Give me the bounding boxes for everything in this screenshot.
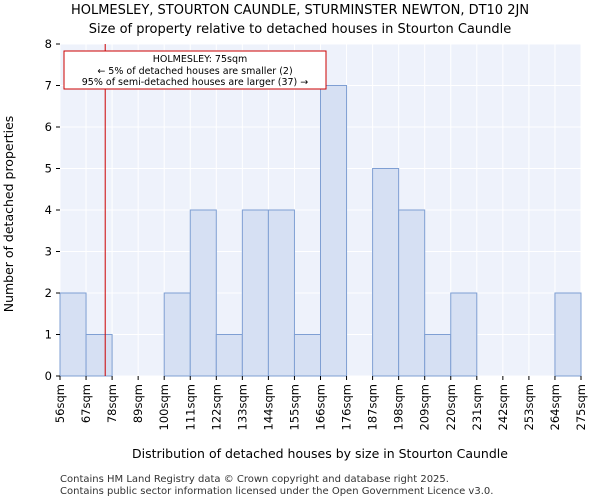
bar-198sqm	[398, 209, 426, 377]
bar-67sqm	[85, 334, 113, 377]
annotation-line-2: ← 5% of detached houses are smaller (2)	[97, 66, 292, 77]
footer-line-1: Contains HM Land Registry data © Crown c…	[60, 474, 449, 485]
bar-155sqm	[293, 334, 322, 377]
x-tick-label: 122sqm	[209, 384, 223, 430]
annotation-frame	[63, 50, 327, 90]
x-tick-label: 264sqm	[548, 384, 562, 430]
bar-166sqm	[320, 85, 348, 377]
x-tick-label: 144sqm	[261, 384, 275, 430]
x-tick-label: 187sqm	[366, 384, 380, 430]
x-axis-label: Distribution of detached houses by size …	[132, 446, 508, 461]
x-tick-label: 56sqm	[53, 384, 67, 423]
x-tick-label: 78sqm	[105, 384, 119, 423]
annotation-box: HOLMESLEY: 75sqm ← 5% of detached houses…	[63, 50, 327, 90]
x-tick-label: 67sqm	[79, 384, 93, 423]
annotation-line-3: 95% of semi-detached houses are larger (…	[82, 77, 309, 88]
y-tick-label: 2	[45, 286, 52, 300]
x-tick-label: 275sqm	[574, 384, 588, 430]
x-tick-label: 133sqm	[235, 384, 249, 430]
y-tick-label: 0	[45, 369, 52, 383]
bars	[59, 85, 582, 377]
x-tick-label: 220sqm	[444, 384, 458, 430]
x-tick-label: 176sqm	[340, 384, 354, 430]
y-tick-label: 1	[45, 328, 52, 342]
y-tick-label: 6	[45, 120, 52, 134]
y-axis-ticks: 0 1 2 3 4 5 6 7 8	[45, 37, 60, 383]
x-tick-label: 209sqm	[418, 384, 432, 430]
x-tick-label: 89sqm	[131, 384, 145, 423]
bar-122sqm	[215, 334, 243, 377]
x-tick-label: 198sqm	[392, 384, 406, 430]
y-tick-label: 8	[45, 37, 52, 51]
y-axis-label: Number of detached properties	[1, 116, 16, 313]
bar-187sqm	[372, 168, 400, 377]
y-tick-label: 3	[45, 245, 52, 259]
y-tick-label: 5	[45, 162, 52, 176]
chart-subtitle: Size of property relative to detached ho…	[89, 22, 511, 37]
bar-100sqm	[163, 292, 191, 377]
x-tick-label: 242sqm	[496, 384, 510, 430]
bar-56sqm	[59, 292, 87, 377]
bar-264sqm	[554, 292, 582, 377]
y-tick-label: 7	[45, 79, 52, 93]
bar-133sqm	[241, 209, 269, 377]
x-tick-label: 231sqm	[470, 384, 484, 430]
x-tick-label: 155sqm	[287, 384, 301, 430]
x-tick-label: 253sqm	[522, 384, 536, 430]
x-tick-label: 166sqm	[314, 384, 328, 430]
bar-144sqm	[267, 209, 295, 377]
y-tick-label: 4	[45, 203, 52, 217]
x-axis-ticks: 56sqm 67sqm 78sqm 89sqm 100sqm 111sqm 122sqm 13…	[53, 376, 588, 430]
x-tick-label: 100sqm	[157, 384, 171, 430]
bar-209sqm	[424, 334, 452, 377]
annotation-line-1: HOLMESLEY: 75sqm	[153, 54, 248, 65]
bar-220sqm	[450, 292, 478, 377]
footer-line-2: Contains public sector information licen…	[60, 486, 493, 497]
x-tick-label: 111sqm	[183, 384, 197, 430]
bar-111sqm	[189, 209, 217, 377]
chart-title: HOLMESLEY, STOURTON CAUNDLE, STURMINSTER…	[71, 3, 529, 18]
